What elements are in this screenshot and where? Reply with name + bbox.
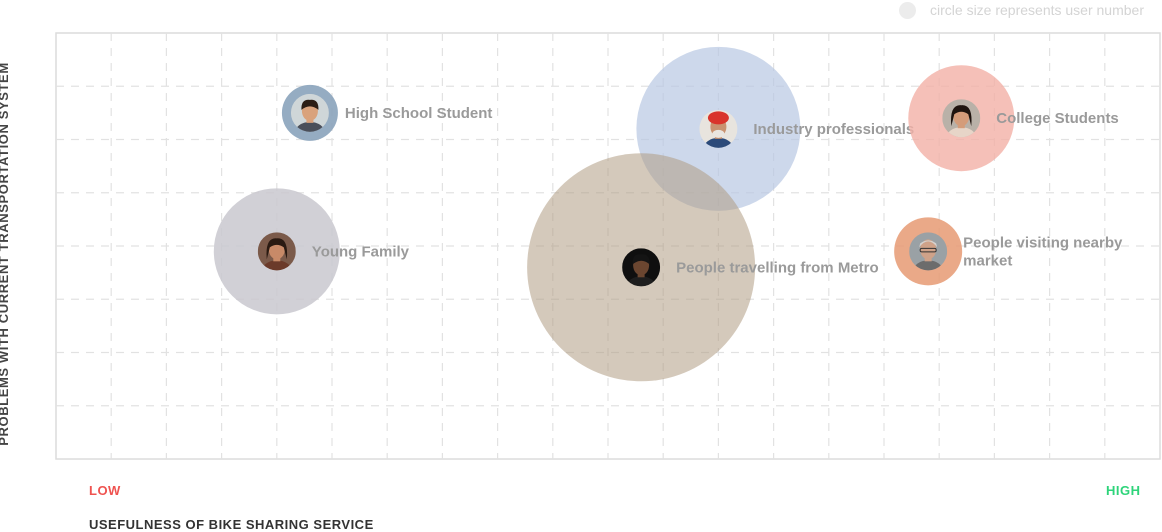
legend: circle size represents user number <box>899 0 1144 20</box>
bubble-label-line: People visiting nearby <box>963 234 1123 251</box>
legend-text: circle size represents user number <box>930 2 1144 18</box>
bubble-group: Young Family <box>213 188 410 315</box>
bubble-label-line: Industry professionals <box>753 121 914 138</box>
bubble-label-line: Young Family <box>312 243 410 260</box>
bubbles: High School Student Young Family Industry … <box>213 46 1123 382</box>
avatar-teen-icon <box>290 93 329 132</box>
x-axis-high-label: HIGH <box>1106 483 1141 498</box>
bubble-group: College Students <box>908 65 1119 172</box>
bubble-label: Young Family <box>312 243 410 260</box>
x-axis-low-label: LOW <box>89 483 121 498</box>
avatar-turban-icon <box>699 109 738 148</box>
bubble-group: High School Student <box>281 84 493 141</box>
bubble-label-line: People travelling from Metro <box>676 259 879 276</box>
bubble-label: College Students <box>996 110 1119 127</box>
bubble-label-line: High School Student <box>345 105 493 122</box>
bubble-label: High School Student <box>345 105 493 122</box>
x-axis-title: USEFULNESS OF BIKE SHARING SERVICE <box>89 517 374 532</box>
bubble-group: People visiting nearby market <box>894 217 1123 286</box>
y-axis-title: PROBLEMS WITH CURRENT TRANSPORTATION SYS… <box>0 62 11 446</box>
bubble-label-line: College Students <box>996 110 1119 127</box>
bubble-label-line: market <box>963 252 1012 269</box>
avatar-elder-icon <box>909 232 948 271</box>
legend-circle-icon <box>899 1 917 19</box>
bubble-label: People travelling from Metro <box>676 259 879 276</box>
bubble-label: People visiting nearby market <box>963 234 1123 269</box>
avatar-girl-icon <box>942 99 981 138</box>
avatar-man-icon <box>622 248 661 287</box>
avatar-woman-icon <box>257 232 296 271</box>
bubble-label: Industry professionals <box>753 121 914 138</box>
bubble-group: People travelling from Metro <box>527 153 879 382</box>
